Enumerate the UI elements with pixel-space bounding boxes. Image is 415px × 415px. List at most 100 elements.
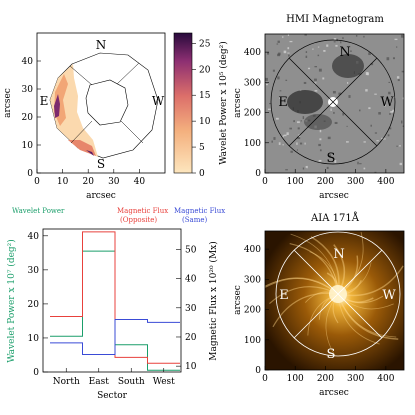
wavelet-map-ylabel: arcsec <box>3 88 13 118</box>
hmi-speckle-dot <box>384 104 386 107</box>
hmi-speckle-dot <box>388 91 391 95</box>
hmi-speckle-dot <box>363 141 366 143</box>
hmi-speckle <box>265 34 404 173</box>
hmi-speckle-dot <box>376 140 379 142</box>
hmi-speckle-dot <box>326 166 329 169</box>
wavelet-map-ytick-label: 30 <box>22 85 34 95</box>
hmi-speckle-dot <box>359 163 362 165</box>
hmi-speckle-dot <box>276 43 279 45</box>
legend-flux-opposite-2: (Opposite) <box>120 216 157 224</box>
hmi-speckle-dot <box>365 72 368 75</box>
hmi-speckle-dot <box>317 54 320 57</box>
hmi-speckle-dot <box>338 92 342 95</box>
wavelet-map-xtick-label: 10 <box>57 177 69 187</box>
hmi-speckle-dot <box>303 81 307 84</box>
right-ytick-label: 20 <box>185 333 197 343</box>
hmi-speckle-dot <box>329 154 331 157</box>
hmi-speckle-dot <box>296 149 299 151</box>
legend-flux-same-1: Magnetic Flux <box>174 207 225 215</box>
wavelet-map-xlabel: arcsec <box>86 191 116 201</box>
direction-e: E <box>40 94 49 108</box>
aia-ytick-label: 0 <box>255 366 261 376</box>
wavelet-map-ytick-label: 0 <box>27 169 33 179</box>
hmi-direction-w: W <box>380 95 394 110</box>
legend-flux-same-2: (Same) <box>182 216 207 224</box>
hmi-speckle-dot <box>389 113 391 115</box>
right-ytick-label: 10 <box>185 362 197 372</box>
hmi-speckle-dot <box>282 135 284 138</box>
left-ytick-label: 30 <box>28 266 40 276</box>
hmi-speckle-dot <box>359 109 361 112</box>
wavelet-map-ytick-label: 20 <box>22 113 34 123</box>
hmi-speckle-dot <box>319 129 322 133</box>
hmi-speckle-dot <box>265 84 268 86</box>
hmi-speckle-dot <box>368 52 371 56</box>
hmi-speckle-dot <box>287 52 290 54</box>
legend-wavelet-power: Wavelet Power <box>12 207 65 215</box>
hmi-speckle-dot <box>357 161 359 165</box>
hmi-speckle-dot <box>378 112 381 115</box>
hmi-speckle-dot <box>314 90 318 92</box>
aia-direction-s: S <box>327 347 336 362</box>
hmi-speckle-dot <box>288 54 290 57</box>
sector-ylabel-right: Magnetic Flux x 10²⁰ (Mx) <box>208 241 219 361</box>
hmi-negative-region-east <box>287 90 323 114</box>
aia-ytick-label: 400 <box>244 245 261 255</box>
hmi-speckle-dot <box>346 125 348 127</box>
wavelet-map-content <box>49 52 159 159</box>
hmi-speckle-dot <box>346 141 349 143</box>
hmi-speckle-dot <box>273 137 276 140</box>
hmi-speckle-dot <box>305 55 308 58</box>
sector-chart-panel: Wavelet Power Magnetic Flux (Opposite) M… <box>6 207 225 401</box>
aia-sector-line-2 <box>293 249 383 339</box>
hmi-speckle-dot <box>401 120 403 124</box>
hmi-xtick-label: 200 <box>317 177 334 187</box>
wavelet-map-xtick-label: 30 <box>108 177 120 187</box>
hmi-speckle-dot <box>347 81 349 84</box>
aia-ytick-label: 200 <box>244 306 261 316</box>
hmi-speckle-dot <box>314 66 318 68</box>
hmi-speckle-dot <box>333 111 335 114</box>
colorbar-tick-label: 10 <box>199 117 211 127</box>
hmi-speckle-dot <box>265 77 268 81</box>
hmi-speckle-dot <box>269 103 272 105</box>
hmi-panel: HMI Magnetogram 0 100 200 300 400 0 100 200 300 4… <box>233 14 405 201</box>
hmi-speckle-dot <box>302 116 305 120</box>
hmi-speckle-dot <box>282 144 284 146</box>
hmi-direction-e: E <box>278 95 288 110</box>
wavelet-map-xtick-label: 0 <box>34 177 40 187</box>
hmi-speckle-dot <box>327 136 331 140</box>
colorbar-ticks: 0 5 10 15 20 25 <box>192 39 211 179</box>
wavelet-map-panel: 0 10 20 30 40 0 10 20 30 40 N S E W arcsec arcsec… <box>3 32 229 201</box>
hmi-speckle-dot <box>312 48 314 50</box>
hmi-speckle-dot <box>397 79 400 82</box>
hmi-speckle-dot <box>394 38 398 41</box>
hmi-speckle-dot <box>271 140 273 143</box>
hmi-speckle-dot <box>305 51 308 53</box>
hmi-speckle-dot <box>304 34 307 36</box>
hmi-frame <box>264 33 405 174</box>
left-ytick-label: 40 <box>28 232 40 242</box>
hmi-speckle-dot <box>277 76 280 80</box>
hmi-speckle-dot <box>317 46 320 48</box>
aia-axes: 0 100 200 300 400 0 100 200 300 400 <box>244 245 395 384</box>
hmi-speckle-dot <box>333 41 336 43</box>
hmi-speckle-dot <box>305 166 307 168</box>
right-ytick-label: 50 <box>185 245 197 255</box>
hmi-speckle-dot <box>368 107 371 110</box>
hmi-speckle-dot <box>392 57 395 60</box>
sector-plot-frame <box>42 228 182 373</box>
right-ytick-label: 30 <box>185 304 197 314</box>
hmi-xtick-label: 0 <box>262 177 268 187</box>
hmi-speckle-dot <box>318 143 321 147</box>
hmi-title: HMI Magnetogram <box>286 14 384 25</box>
hmi-ytick-label: 200 <box>244 109 261 119</box>
hmi-speckle-dot <box>278 142 281 145</box>
aia-ytick-label: 100 <box>244 336 261 346</box>
hmi-speckle-dot <box>387 99 391 102</box>
hmi-speckle-dot <box>326 44 329 47</box>
annulus-inner-boundary <box>85 79 129 126</box>
direction-s: S <box>97 157 105 171</box>
hmi-speckle-dot <box>297 127 300 130</box>
hmi-speckle-dot <box>349 50 352 52</box>
